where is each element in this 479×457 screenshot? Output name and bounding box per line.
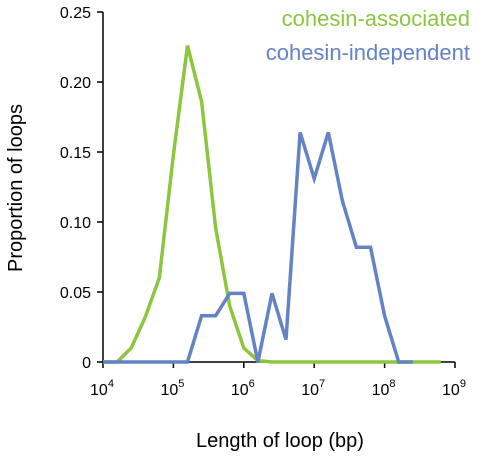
y-axis-ticks: 0 0.05 0.10 0.15 0.20 0.25	[60, 5, 103, 372]
series-lines	[103, 45, 441, 364]
series-line-cohesin-associated	[103, 45, 441, 364]
x-tick-label: 108	[372, 378, 396, 399]
x-tick-label: 104	[90, 378, 114, 399]
y-tick-label: 0	[82, 355, 91, 372]
plot-area: 0 0.05 0.10 0.15 0.20 0.25 104 105 106 107 108 109	[60, 5, 466, 399]
x-tick-label: 106	[231, 378, 255, 399]
legend-entry-cohesin-associated: cohesin-associated	[282, 6, 470, 31]
legend: cohesin-associated cohesin-independent	[266, 6, 470, 65]
x-tick-label: 105	[160, 378, 184, 399]
y-tick-label: 0.05	[60, 285, 91, 302]
x-tick-label: 109	[442, 378, 466, 399]
y-tick-label: 0.20	[60, 75, 91, 92]
y-axis-title: Proportion of loops	[5, 104, 27, 272]
x-axis-ticks: 104 105 106 107 108 109	[90, 362, 466, 399]
legend-entry-cohesin-independent: cohesin-independent	[266, 40, 470, 65]
y-tick-label: 0.15	[60, 145, 91, 162]
series-line-cohesin-independent	[103, 131, 413, 364]
y-tick-label: 0.25	[60, 5, 91, 22]
x-tick-label: 107	[301, 378, 325, 399]
x-axis-title: Length of loop (bp)	[196, 430, 364, 452]
y-tick-label: 0.10	[60, 215, 91, 232]
